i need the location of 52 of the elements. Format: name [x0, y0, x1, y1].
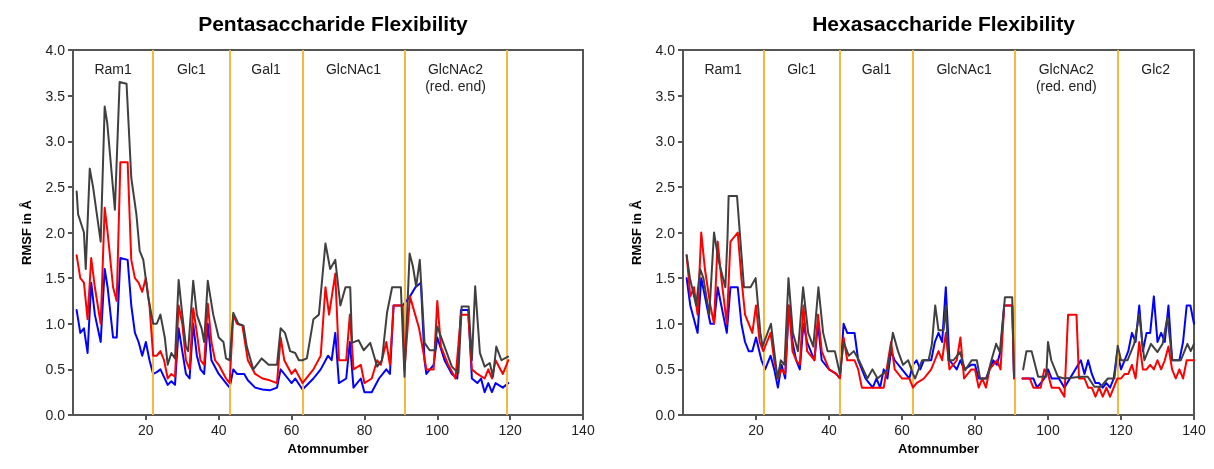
y-tick-label: 3.0	[45, 133, 66, 150]
y-tick-label: 2.0	[45, 224, 66, 241]
line-series	[75, 80, 509, 378]
x-tick-label: 80	[967, 422, 983, 438]
annotation: GlcNAc1	[325, 60, 382, 77]
annotation: GlcNAc1	[936, 60, 992, 77]
x-tick-label: 40	[210, 422, 227, 438]
y-tick-label: 4.0	[655, 42, 676, 58]
y-axis-title: RMSF in Å	[19, 199, 34, 265]
y-tick-label: 2.0	[655, 224, 676, 241]
y-tick-label: 0.5	[655, 361, 676, 378]
y-tick-label: 1.0	[655, 315, 676, 332]
annotation: Glc1	[176, 60, 206, 77]
x-tick-label: 20	[138, 422, 154, 438]
x-axis-title: Atomnumber	[287, 440, 369, 456]
x-tick-label: 20	[748, 422, 764, 438]
annotation: Ram1	[94, 60, 132, 77]
y-tick-label: 2.5	[45, 178, 66, 195]
y-axis-title: RMSF in Å	[629, 199, 644, 265]
annotation: GlcNAc2 (red. end)	[1035, 60, 1097, 94]
x-tick-label: 60	[894, 422, 910, 438]
chart-title: Hexasaccharide Flexibility	[812, 12, 1076, 35]
x-tick-label: 140	[571, 422, 595, 438]
x-tick-label: 40	[821, 422, 837, 438]
y-tick-label: 3.0	[655, 133, 676, 150]
y-tick-label: 1.5	[45, 270, 66, 287]
x-tick-label: 120	[498, 422, 523, 438]
y-tick-label: 3.5	[655, 87, 676, 104]
y-tick-label: 2.5	[655, 178, 676, 195]
y-tick-label: 0.0	[655, 407, 676, 423]
x-tick-label: 80	[356, 422, 373, 438]
annotation: Gal1	[861, 60, 892, 77]
chart-title: Pentasaccharide Flexibility	[198, 12, 469, 35]
y-tick-label: 0.0	[45, 407, 66, 423]
y-tick-label: 1.0	[45, 315, 66, 332]
y-tick-label: 4.0	[45, 42, 66, 58]
annotation: Glc2	[1141, 60, 1171, 77]
annotation: Glc1	[787, 60, 817, 77]
x-tick-label: 140	[1182, 422, 1206, 438]
annotation: GlcNAc2 (red. end)	[425, 60, 486, 94]
annotation: Ram1	[704, 60, 743, 77]
x-tick-label: 100	[1036, 422, 1060, 438]
y-tick-label: 1.5	[655, 270, 676, 287]
annotation: Gal1	[251, 60, 282, 77]
line-series	[75, 257, 510, 394]
x-axis-title: Atomnumber	[898, 440, 979, 456]
line-series	[75, 161, 510, 385]
y-tick-label: 3.5	[45, 87, 66, 104]
y-tick-label: 0.5	[45, 361, 66, 378]
x-tick-label: 120	[1109, 422, 1133, 438]
x-tick-label: 60	[283, 422, 300, 438]
x-tick-label: 100	[425, 422, 450, 438]
